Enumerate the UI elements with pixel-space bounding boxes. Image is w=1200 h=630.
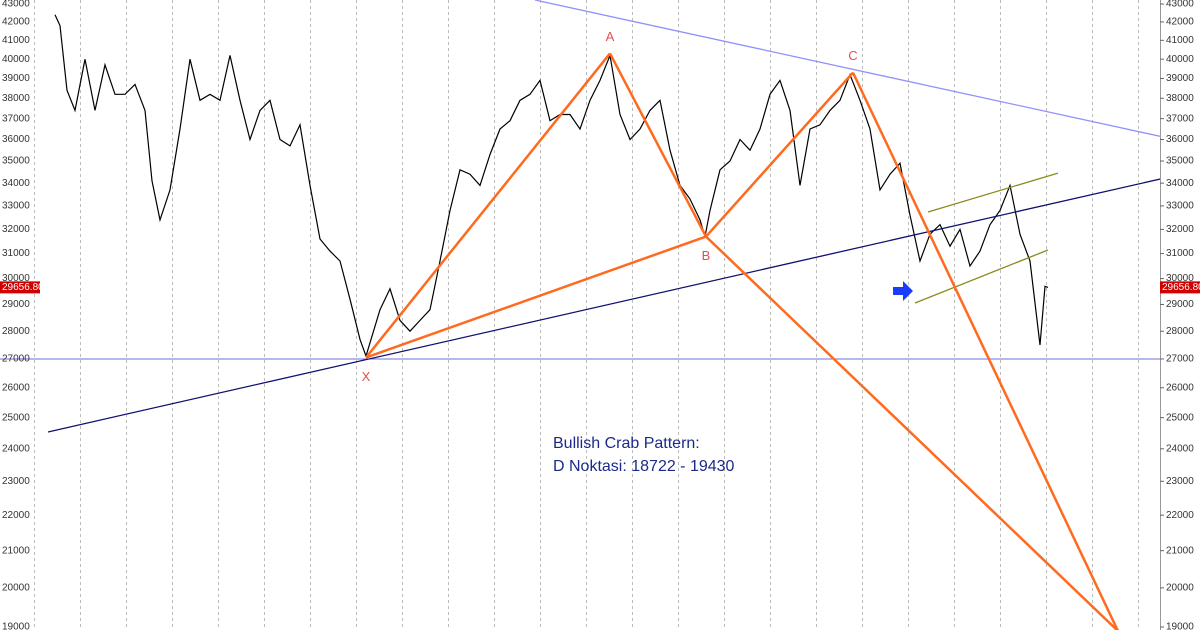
y-tick-label: 33000 xyxy=(1166,201,1194,212)
last-price-box xyxy=(1160,281,1200,294)
y-tick-label: 26000 xyxy=(2,382,30,393)
y-tick-label: 31000 xyxy=(1166,248,1194,259)
y-tick-label: 21000 xyxy=(1166,545,1194,556)
point-label: C xyxy=(848,48,857,63)
y-tick-label: 37000 xyxy=(2,113,30,124)
y-tick-label: 36000 xyxy=(2,134,30,145)
pattern-leg xyxy=(851,72,1119,630)
y-tick-label: 23000 xyxy=(2,476,30,487)
last-price-label: 29656.80 xyxy=(1162,282,1200,293)
trendline xyxy=(927,172,1059,213)
annotation: Bullish Crab Pattern: xyxy=(553,435,700,452)
pattern-leg xyxy=(365,235,707,359)
y-tick-label: 20000 xyxy=(2,583,30,594)
last-price-box xyxy=(0,281,40,294)
trendline xyxy=(534,0,1200,146)
y-tick-label: 20000 xyxy=(1166,583,1194,594)
y-tick-label: 28000 xyxy=(2,326,30,337)
point-label: X xyxy=(362,369,371,384)
y-tick-label: 28000 xyxy=(1166,326,1194,337)
y-tick-label: 31000 xyxy=(2,248,30,259)
pattern-leg xyxy=(705,71,854,238)
y-tick-label: 26000 xyxy=(1166,382,1194,393)
pattern-leg xyxy=(608,52,708,238)
price-line xyxy=(54,14,1049,359)
y-tick-label: 36000 xyxy=(1166,134,1194,145)
y-tick-label: 24000 xyxy=(1166,443,1194,454)
y-tick-label: 19000 xyxy=(1166,622,1194,630)
y-tick-label: 24000 xyxy=(2,443,30,454)
pattern-leg xyxy=(365,52,611,359)
y-tick-label: 33000 xyxy=(2,201,30,212)
pattern-leg xyxy=(705,235,1119,630)
trendline xyxy=(47,169,1200,433)
y-tick-label: 42000 xyxy=(2,17,30,28)
vertical-grid xyxy=(0,0,1160,630)
y-tick-label: 30000 xyxy=(2,273,30,284)
y-tick-label: 39000 xyxy=(2,73,30,84)
y-tick-label: 40000 xyxy=(1166,54,1194,65)
y-tick-label: 35000 xyxy=(2,156,30,167)
y-tick-label: 42000 xyxy=(1166,17,1194,28)
y-tick-label: 34000 xyxy=(1166,178,1194,189)
y-tick-label: 19000 xyxy=(2,622,30,630)
arrow-marker xyxy=(893,281,913,301)
y-tick-label: 21000 xyxy=(2,545,30,556)
y-tick-label: 22000 xyxy=(1166,510,1194,521)
y-tick-label: 38000 xyxy=(2,93,30,104)
y-tick-label: 39000 xyxy=(1166,73,1194,84)
y-tick-label: 30000 xyxy=(1166,273,1194,284)
y-tick-label: 32000 xyxy=(2,224,30,235)
y-tick-label: 35000 xyxy=(1166,156,1194,167)
y-tick-label: 29000 xyxy=(2,299,30,310)
y-tick-label: 27000 xyxy=(2,354,30,365)
point-label: B xyxy=(702,248,711,263)
last-price-label: 29656.80 xyxy=(2,282,44,293)
trendline xyxy=(914,249,1049,304)
y-tick-label: 43000 xyxy=(1166,0,1194,10)
y-tick-label: 25000 xyxy=(2,412,30,423)
y-tick-label: 38000 xyxy=(1166,93,1194,104)
y-tick-label: 40000 xyxy=(2,54,30,65)
y-tick-label: 41000 xyxy=(1166,35,1194,46)
y-tick-label: 32000 xyxy=(1166,224,1194,235)
y-tick-label: 25000 xyxy=(1166,412,1194,423)
y-tick-label: 43000 xyxy=(2,0,30,10)
y-tick-label: 23000 xyxy=(1166,476,1194,487)
right-axis-band xyxy=(1160,0,1200,630)
point-label: A xyxy=(606,29,615,44)
y-tick-label: 37000 xyxy=(1166,113,1194,124)
annotation: D Noktasi: 18722 - 19430 xyxy=(553,458,735,475)
y-tick-label: 41000 xyxy=(2,35,30,46)
y-tick-label: 29000 xyxy=(1166,299,1194,310)
y-tick-label: 27000 xyxy=(1166,354,1194,365)
y-tick-label: 34000 xyxy=(2,178,30,189)
y-tick-label: 22000 xyxy=(2,510,30,521)
